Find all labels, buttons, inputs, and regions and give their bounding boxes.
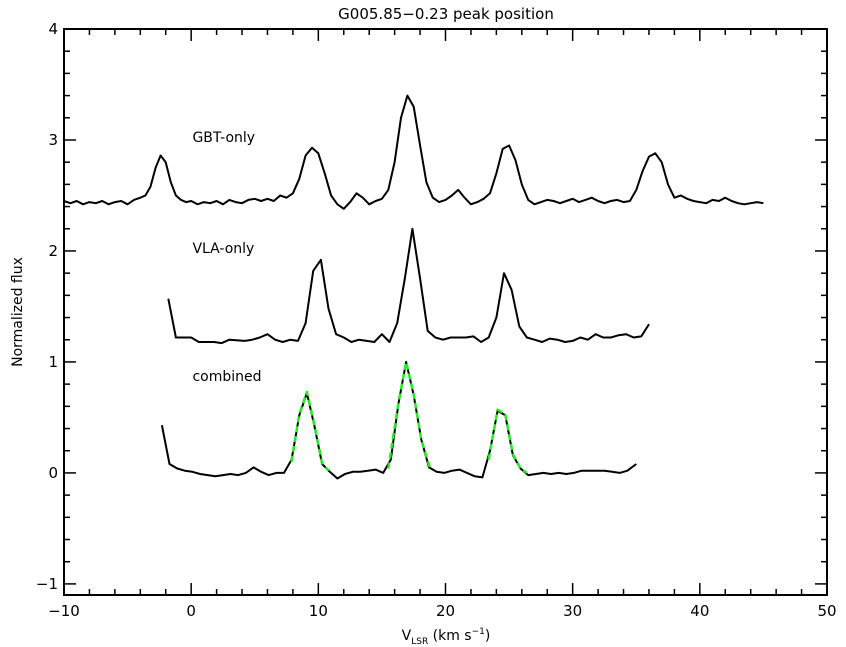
- series-line-4-part-3: [487, 408, 528, 474]
- y-tick-label: 4: [48, 20, 58, 38]
- plot-series-group: [63, 94, 764, 480]
- series-line-1: [63, 94, 764, 210]
- x-axis-label-subscript: LSR: [411, 637, 428, 647]
- chart-title: G005.85−0.23 peak position: [338, 5, 554, 23]
- x-tick-label: 40: [690, 602, 709, 620]
- plot-frame: [63, 28, 828, 596]
- x-axis-label-exponent: −1: [472, 627, 485, 637]
- y-axis-label: Normalized flux: [10, 257, 26, 367]
- x-tick-label: 20: [436, 602, 455, 620]
- series-annotation: GBT-only: [192, 130, 255, 146]
- x-axis-label: VLSR (km s−1): [402, 627, 491, 647]
- x-tick-label: 30: [563, 602, 582, 620]
- y-tick-label: −1: [36, 575, 58, 593]
- series-annotation: combined: [192, 369, 261, 385]
- annotations-group: GBT-only VLA-only combined: [192, 130, 261, 385]
- series-line-2: [167, 227, 650, 345]
- series-annotation: VLA-only: [192, 241, 254, 257]
- x-tick-label: −10: [48, 602, 80, 620]
- y-tick-label: 3: [48, 131, 58, 149]
- series-line-4-part-1: [290, 390, 330, 472]
- x-axis-label-unit: (km s: [428, 628, 471, 644]
- series-line-4-part-2: [387, 360, 432, 469]
- x-tick-label: 0: [186, 602, 196, 620]
- y-tick-label: 1: [48, 353, 58, 371]
- y-tick-label: 2: [48, 242, 58, 260]
- x-tick-label: 50: [817, 602, 836, 620]
- x-axis-label-main: V: [402, 628, 412, 644]
- x-axis-label-close: ): [485, 628, 490, 644]
- x-tick-label: 10: [309, 602, 328, 620]
- y-tick-label: 0: [48, 464, 58, 482]
